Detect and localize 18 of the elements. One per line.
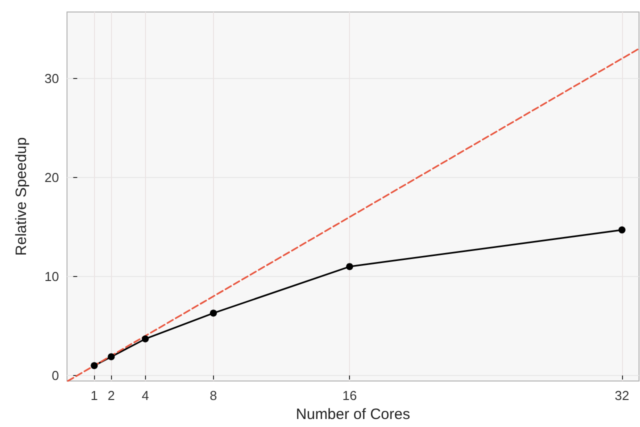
y-tick-label: 0 <box>52 368 59 384</box>
x-tick-label: 32 <box>614 388 630 403</box>
y-axis-title: Relative Speedup <box>13 137 30 256</box>
y-tick-label: 10 <box>44 268 59 284</box>
point <box>142 335 149 342</box>
point <box>346 263 354 270</box>
y-tick-label: 20 <box>44 170 59 185</box>
point <box>90 362 98 370</box>
x-axis-title: Number of Cores <box>296 406 410 423</box>
point <box>618 226 626 234</box>
x-tick-label: 8 <box>210 388 218 403</box>
point <box>210 310 217 317</box>
x-tick-label: 4 <box>142 388 149 403</box>
x-tick-label: 1 <box>90 388 98 403</box>
point <box>108 353 115 360</box>
x-tick-label: 2 <box>108 388 115 403</box>
y-tick-label: 30 <box>44 70 59 86</box>
x-tick-label: 16 <box>342 388 357 403</box>
